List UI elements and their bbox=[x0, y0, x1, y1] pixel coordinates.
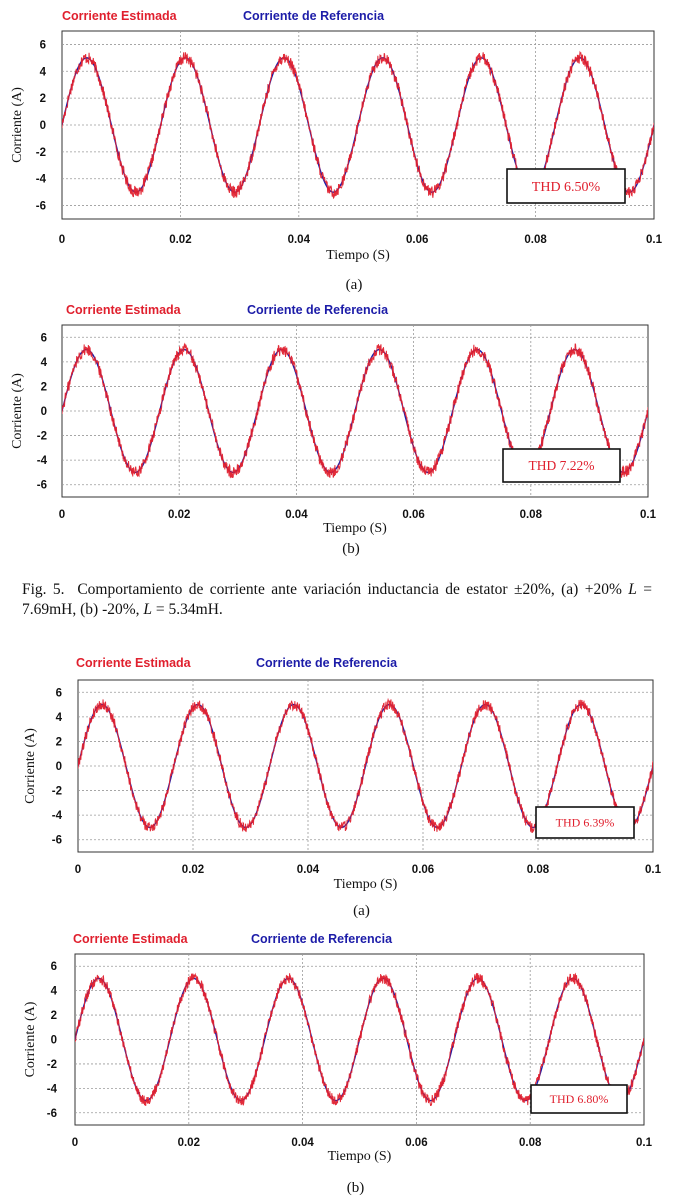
y-tick-label: 0 bbox=[40, 120, 46, 132]
y-tick-label: -4 bbox=[36, 174, 47, 186]
x-tick-label: 0.02 bbox=[168, 509, 190, 521]
x-tick-label: 0.08 bbox=[524, 234, 547, 246]
series-line-estimated bbox=[62, 342, 648, 479]
figure-caption-l2-symbol: L bbox=[143, 601, 153, 618]
x-tick-label: 0.08 bbox=[519, 1137, 542, 1149]
x-tick-label: 0.04 bbox=[285, 509, 308, 521]
x-tick-label: 0.08 bbox=[527, 864, 550, 876]
thd-annotation-label: THD 6.39% bbox=[556, 816, 615, 830]
x-tick-label: 0 bbox=[72, 1137, 78, 1149]
x-tick-label: 0.02 bbox=[178, 1137, 200, 1149]
figure-caption-text: Comportamiento de corriente ante variaci… bbox=[77, 581, 629, 598]
legend-label-estimated: Corriente Estimada bbox=[66, 303, 182, 317]
subfigure-label: (a) bbox=[346, 277, 363, 293]
x-tick-label: 0 bbox=[59, 509, 65, 521]
legend-label-reference: Corriente de Referencia bbox=[256, 656, 398, 670]
y-tick-label: 2 bbox=[51, 1010, 57, 1022]
y-tick-label: -6 bbox=[47, 1108, 57, 1120]
x-tick-label: 0.04 bbox=[297, 864, 320, 876]
x-axis-label: Tiempo (S) bbox=[328, 1149, 392, 1164]
thd-annotation-label: THD 6.50% bbox=[532, 180, 601, 195]
x-axis-label: Tiempo (S) bbox=[326, 248, 390, 263]
chart-panel-3: Corriente Estimada Corriente de Referenci… bbox=[23, 656, 662, 919]
y-tick-label: -2 bbox=[47, 1059, 57, 1071]
y-tick-label: 2 bbox=[41, 381, 47, 393]
x-tick-label: 0.06 bbox=[412, 864, 434, 876]
x-tick-label: 0.1 bbox=[646, 234, 663, 246]
x-tick-label: 0.06 bbox=[405, 1137, 427, 1149]
thd-annotation-box bbox=[506, 168, 626, 204]
series-line-estimated bbox=[62, 50, 654, 200]
x-tick-label: 0 bbox=[75, 864, 81, 876]
y-axis-label: Corriente (A) bbox=[10, 87, 25, 163]
y-tick-label: 6 bbox=[51, 961, 57, 973]
y-tick-label: -6 bbox=[36, 201, 46, 213]
y-tick-label: 4 bbox=[56, 712, 63, 724]
figure-caption-l2-value: = 5.34mH. bbox=[152, 601, 223, 618]
y-tick-label: 0 bbox=[51, 1035, 57, 1047]
chart-panel-1: Corriente Estimada Corriente de Referenci… bbox=[10, 9, 663, 293]
y-axis-label: Corriente (A) bbox=[23, 728, 38, 804]
x-tick-label: 0.08 bbox=[520, 509, 543, 521]
y-tick-label: 2 bbox=[56, 736, 62, 748]
thd-annotation-box bbox=[535, 806, 635, 839]
y-tick-label: 4 bbox=[40, 66, 47, 78]
y-tick-label: -2 bbox=[37, 431, 47, 443]
legend-label-reference: Corriente de Referencia bbox=[247, 303, 389, 317]
figure-caption-label: Fig. 5. bbox=[22, 581, 65, 598]
y-tick-label: 2 bbox=[40, 93, 46, 105]
y-tick-label: 4 bbox=[51, 986, 58, 998]
legend-label-estimated: Corriente Estimada bbox=[76, 656, 192, 670]
legend-label-estimated: Corriente Estimada bbox=[73, 932, 189, 946]
y-tick-label: 0 bbox=[41, 406, 47, 418]
figure-caption: Fig. 5. Comportamiento de corriente ante… bbox=[22, 580, 652, 620]
x-axis-label: Tiempo (S) bbox=[334, 877, 398, 892]
legend-label-estimated: Corriente Estimada bbox=[62, 9, 178, 23]
y-tick-label: -4 bbox=[47, 1083, 58, 1095]
thd-annotation-box bbox=[530, 1084, 628, 1114]
thd-annotation-label: THD 7.22% bbox=[529, 458, 595, 473]
legend-label-reference: Corriente de Referencia bbox=[243, 9, 385, 23]
x-axis-label: Tiempo (S) bbox=[323, 521, 387, 536]
y-tick-label: 6 bbox=[40, 39, 46, 51]
series-line-estimated bbox=[78, 697, 653, 834]
y-tick-label: -4 bbox=[37, 455, 48, 467]
x-tick-label: 0.1 bbox=[640, 509, 657, 521]
x-tick-label: 0.02 bbox=[169, 234, 191, 246]
y-tick-label: -6 bbox=[52, 835, 62, 847]
subfigure-label: (b) bbox=[347, 1180, 365, 1196]
y-axis-label: Corriente (A) bbox=[23, 1001, 38, 1077]
legend-label-reference: Corriente de Referencia bbox=[251, 932, 393, 946]
chart-panel-4: Corriente Estimada Corriente de Referenci… bbox=[23, 932, 653, 1196]
y-tick-label: -6 bbox=[37, 480, 47, 492]
series-line-estimated bbox=[75, 972, 644, 1107]
y-tick-label: -2 bbox=[36, 147, 46, 159]
x-tick-label: 0.04 bbox=[288, 234, 311, 246]
y-tick-label: -4 bbox=[52, 810, 63, 822]
y-tick-label: 0 bbox=[56, 761, 62, 773]
y-tick-label: 6 bbox=[56, 687, 62, 699]
x-tick-label: 0.1 bbox=[636, 1137, 653, 1149]
y-tick-label: 4 bbox=[41, 357, 48, 369]
thd-annotation-box bbox=[502, 448, 621, 483]
subfigure-label: (b) bbox=[342, 541, 360, 557]
x-tick-label: 0 bbox=[59, 234, 65, 246]
figure-caption-l1-symbol: L bbox=[628, 581, 637, 598]
x-tick-label: 0.02 bbox=[182, 864, 204, 876]
y-tick-label: -2 bbox=[52, 786, 62, 798]
x-tick-label: 0.06 bbox=[402, 509, 424, 521]
x-tick-label: 0.04 bbox=[291, 1137, 314, 1149]
x-tick-label: 0.06 bbox=[406, 234, 428, 246]
chart-panel-2: Corriente Estimada Corriente de Referenci… bbox=[10, 303, 657, 557]
y-tick-label: 6 bbox=[41, 332, 47, 344]
figure-caption-l1-value: = 7.69mH, (b) -20%, bbox=[22, 581, 652, 618]
y-axis-label: Corriente (A) bbox=[10, 373, 25, 449]
subfigure-label: (a) bbox=[353, 903, 370, 919]
x-tick-label: 0.1 bbox=[645, 864, 662, 876]
thd-annotation-label: THD 6.80% bbox=[550, 1092, 609, 1106]
